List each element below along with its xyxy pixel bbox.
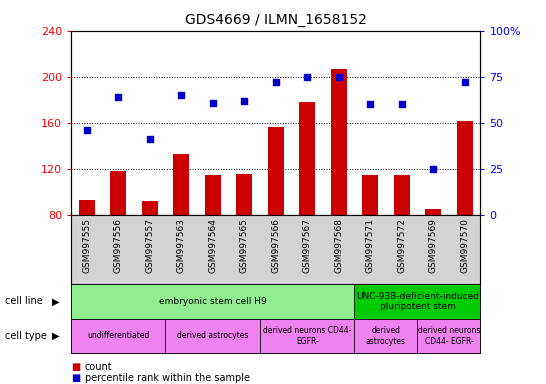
Bar xyxy=(331,69,347,307)
Point xyxy=(145,136,154,142)
Bar xyxy=(418,319,480,353)
Text: GSM997563: GSM997563 xyxy=(177,218,186,273)
Text: UNC-93B-deficient-induced
pluripotent stem: UNC-93B-deficient-induced pluripotent st… xyxy=(356,292,479,311)
Bar xyxy=(174,154,189,307)
Point xyxy=(429,166,437,172)
Text: GSM997572: GSM997572 xyxy=(397,218,406,273)
Text: ▶: ▶ xyxy=(52,296,60,306)
Text: ■: ■ xyxy=(71,373,80,383)
Bar xyxy=(260,319,354,353)
Point xyxy=(397,101,406,108)
Point xyxy=(303,74,312,80)
Text: cell line: cell line xyxy=(5,296,43,306)
Bar xyxy=(205,175,221,307)
Text: GSM997570: GSM997570 xyxy=(460,218,469,273)
Point xyxy=(334,74,343,80)
Bar xyxy=(457,121,473,307)
Text: derived astrocytes: derived astrocytes xyxy=(177,331,248,341)
Bar xyxy=(363,175,378,307)
Point xyxy=(240,98,248,104)
Text: derived neurons CD44-
EGFR-: derived neurons CD44- EGFR- xyxy=(263,326,352,346)
Text: cell type: cell type xyxy=(5,331,48,341)
Text: GSM997566: GSM997566 xyxy=(271,218,280,273)
Text: ■: ■ xyxy=(71,362,80,372)
Text: derived neurons
CD44- EGFR-: derived neurons CD44- EGFR- xyxy=(418,326,480,346)
Bar xyxy=(425,209,441,307)
Text: GSM997567: GSM997567 xyxy=(302,218,312,273)
Point xyxy=(177,92,186,98)
Bar xyxy=(71,284,354,319)
Text: undifferentiated: undifferentiated xyxy=(87,331,150,341)
Text: GSM997565: GSM997565 xyxy=(240,218,249,273)
Bar xyxy=(268,127,283,307)
Bar xyxy=(110,171,126,307)
Bar xyxy=(236,174,252,307)
Text: GSM997571: GSM997571 xyxy=(366,218,375,273)
Text: GSM997556: GSM997556 xyxy=(114,218,123,273)
Bar xyxy=(354,284,480,319)
Bar xyxy=(142,201,158,307)
Text: count: count xyxy=(85,362,112,372)
Point xyxy=(82,127,91,133)
Text: percentile rank within the sample: percentile rank within the sample xyxy=(85,373,250,383)
Title: GDS4669 / ILMN_1658152: GDS4669 / ILMN_1658152 xyxy=(185,13,367,27)
Bar xyxy=(394,175,410,307)
Point xyxy=(271,79,280,85)
Text: GSM997568: GSM997568 xyxy=(334,218,343,273)
Text: embryonic stem cell H9: embryonic stem cell H9 xyxy=(159,297,266,306)
Bar xyxy=(79,200,94,307)
Point xyxy=(460,79,469,85)
Text: GSM997555: GSM997555 xyxy=(82,218,91,273)
Text: GSM997557: GSM997557 xyxy=(145,218,154,273)
Bar xyxy=(354,319,418,353)
Point xyxy=(366,101,375,108)
Bar xyxy=(165,319,260,353)
Text: ▶: ▶ xyxy=(52,331,60,341)
Point xyxy=(114,94,123,100)
Text: GSM997564: GSM997564 xyxy=(208,218,217,273)
Point xyxy=(209,99,217,106)
Bar xyxy=(71,319,165,353)
Bar xyxy=(299,102,315,307)
Text: GSM997569: GSM997569 xyxy=(429,218,438,273)
Text: derived
astrocytes: derived astrocytes xyxy=(366,326,406,346)
